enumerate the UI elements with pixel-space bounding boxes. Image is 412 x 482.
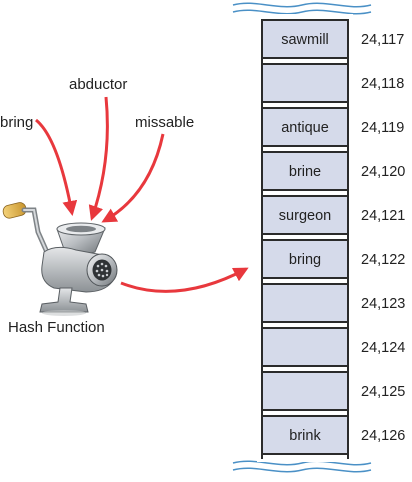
table-cell-6 bbox=[261, 283, 349, 323]
table-cell-value: antique bbox=[281, 120, 329, 136]
table-cell-8 bbox=[261, 371, 349, 411]
table-address-label: 24,126 bbox=[361, 428, 405, 444]
table-address-label: 24,120 bbox=[361, 164, 405, 180]
table-cell-2 bbox=[261, 107, 349, 147]
table-address-label: 24,122 bbox=[361, 252, 405, 268]
arrow-missable-to-hash bbox=[101, 133, 165, 223]
table-address-label: 24,125 bbox=[361, 384, 405, 400]
table-cell-value: brine bbox=[289, 164, 321, 180]
table-cell-4 bbox=[261, 195, 349, 235]
input-word-missable: missable bbox=[135, 114, 194, 131]
table-cell-9 bbox=[261, 415, 349, 455]
table-cell-value: surgeon bbox=[279, 208, 331, 224]
table-address-label: 24,124 bbox=[361, 340, 405, 356]
table-cell-3 bbox=[261, 151, 349, 191]
table-top-break bbox=[232, 2, 372, 15]
table-cell-1 bbox=[261, 63, 349, 103]
table-cell-value: sawmill bbox=[281, 32, 329, 48]
table-address-label: 24,121 bbox=[361, 208, 405, 224]
table-address-label: 24,118 bbox=[361, 76, 404, 92]
table-address-label: 24,117 bbox=[361, 32, 404, 48]
table-address-label: 24,123 bbox=[361, 296, 405, 312]
meat-grinder-icon bbox=[2, 202, 118, 316]
input-word-abductor: abductor bbox=[69, 76, 127, 93]
table-cell-0 bbox=[261, 19, 349, 59]
table-cell-value: brink bbox=[289, 428, 321, 444]
arrow-hash-to-table bbox=[120, 267, 249, 293]
table-address-label: 24,119 bbox=[361, 120, 404, 136]
input-word-bring: bring bbox=[0, 114, 33, 131]
arrow-bring-to-hash bbox=[35, 118, 78, 216]
table-bottom-break bbox=[232, 460, 372, 473]
table-cell-5 bbox=[261, 239, 349, 279]
table-cell-value: bring bbox=[289, 252, 321, 268]
hash-function-label: Hash Function bbox=[8, 319, 105, 336]
hash-table: sawmill 24,117 24,118 antique 24,119 brine 24,… bbox=[257, 14, 405, 462]
arrow-abductor-to-hash bbox=[88, 96, 109, 221]
table-cell-7 bbox=[261, 327, 349, 367]
